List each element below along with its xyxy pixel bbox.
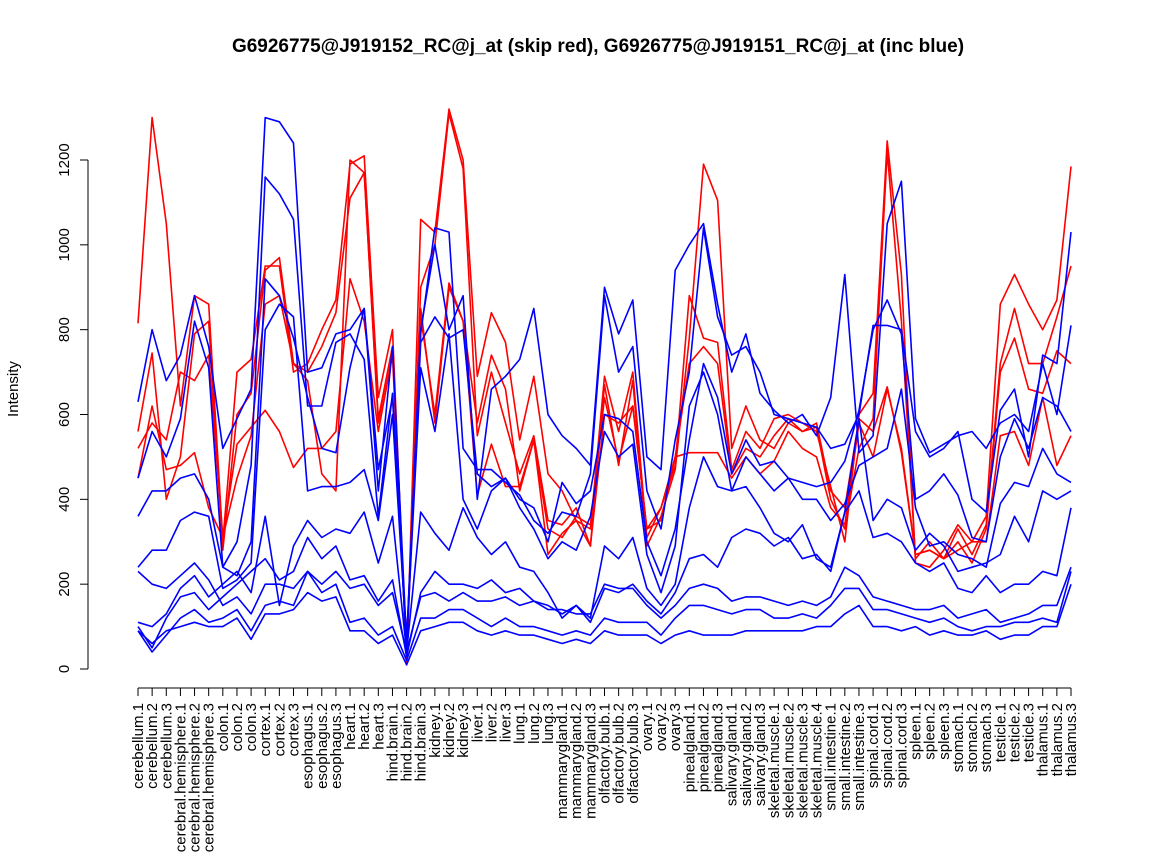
- chart-title: G6926775@J919152_RC@j_at (skip red), G69…: [232, 36, 964, 57]
- x-tick-label: spinal.cord.2: [879, 703, 896, 788]
- x-tick-label: ovary.2: [653, 703, 670, 751]
- x-tick-label: salivary.gland.3: [752, 703, 769, 806]
- x-tick-label: salivary.gland.2: [738, 703, 755, 806]
- series-line-inc-10: [137, 490, 1072, 658]
- series-line-inc-5: [137, 116, 1072, 645]
- x-tick-label: pinealgland.1: [681, 703, 698, 792]
- x-tick-label: liver.1: [469, 703, 486, 742]
- x-tick-label: skeletal.muscle.2: [780, 703, 797, 818]
- y-tick-label: 600: [56, 402, 73, 427]
- x-tick-label: small.intestine.2: [837, 703, 854, 811]
- x-tick-label: small.intestine.1: [823, 703, 840, 811]
- x-tick-label: cerebellum.1: [130, 703, 147, 789]
- x-tick-label: cortex.2: [271, 703, 288, 756]
- x-tick-label: stomach.1: [950, 703, 967, 772]
- x-tick-label: colon.1: [215, 703, 232, 751]
- series-layer: [137, 108, 1072, 666]
- x-tick-label: thalamus.3: [1063, 703, 1080, 776]
- series-line-inc-12: [137, 570, 1072, 662]
- x-tick-label: skeletal.muscle.4: [809, 703, 826, 818]
- x-tick-label: mammarygland.3: [582, 703, 599, 819]
- x-tick-label: heart.3: [370, 703, 387, 750]
- x-tick-label: stomach.3: [978, 703, 995, 772]
- x-tick-label: testicle.2: [1006, 703, 1023, 762]
- x-tick-label: cerebral.hemisphere.2: [187, 703, 204, 852]
- series-line-inc-8: [137, 303, 1072, 645]
- x-tick-label: skeletal.muscle.1: [766, 703, 783, 818]
- x-tick-label: lung.3: [540, 703, 557, 744]
- x-tick-label: esophagus.2: [314, 703, 331, 789]
- series-line-inc-11: [137, 562, 1072, 653]
- x-tick-label: olfactory.bulb.3: [625, 703, 642, 804]
- x-axis: cerebellum.1cerebellum.2cerebellum.3cere…: [130, 687, 1080, 852]
- x-tick-label: pinealgland.3: [710, 703, 727, 792]
- x-tick-label: mammarygland.1: [554, 703, 571, 819]
- x-tick-label: spinal.cord.1: [865, 703, 882, 788]
- x-tick-label: thalamus.1: [1035, 703, 1052, 776]
- y-tick-label: 1200: [56, 143, 73, 176]
- x-tick-label: hind.brain.1: [384, 703, 401, 781]
- x-tick-label: ovary.3: [667, 703, 684, 751]
- x-tick-label: heart.1: [342, 703, 359, 750]
- x-tick-label: olfactory.bulb.2: [611, 703, 628, 804]
- x-tick-label: stomach.2: [964, 703, 981, 772]
- x-tick-label: liver.3: [498, 703, 515, 742]
- x-tick-label: cortex.3: [286, 703, 303, 756]
- x-tick-label: cortex.1: [257, 703, 274, 756]
- x-tick-label: cerebellum.3: [158, 703, 175, 789]
- x-tick-label: skeletal.muscle.3: [794, 703, 811, 818]
- series-line-skip-2: [137, 112, 1072, 658]
- series-line-skip-3: [137, 277, 1072, 662]
- series-line-inc-9: [137, 417, 1072, 653]
- y-tick-label: 1000: [56, 228, 73, 261]
- y-axis-label: Intensity: [5, 361, 22, 417]
- x-tick-label: colon.3: [243, 703, 260, 751]
- x-tick-label: kidney.2: [441, 703, 458, 758]
- x-tick-label: spleen.3: [936, 703, 953, 760]
- x-tick-label: spleen.1: [908, 703, 925, 760]
- x-tick-label: salivary.gland.1: [724, 703, 741, 806]
- x-tick-label: hind.brain.3: [413, 703, 430, 781]
- x-tick-label: cerebellum.2: [144, 703, 161, 789]
- x-tick-label: pinealgland.2: [695, 703, 712, 792]
- x-tick-label: mammarygland.2: [568, 703, 585, 819]
- x-tick-label: spleen.2: [922, 703, 939, 760]
- x-tick-label: esophagus.3: [328, 703, 345, 789]
- x-tick-label: cerebral.hemisphere.1: [172, 703, 189, 852]
- x-tick-label: thalamus.2: [1049, 703, 1066, 776]
- series-line-inc-13: [137, 583, 1072, 666]
- x-tick-label: kidney.3: [455, 703, 472, 758]
- x-tick-label: lung.2: [526, 703, 543, 744]
- series-line-inc-7: [137, 277, 1072, 641]
- x-tick-label: olfactory.bulb.1: [597, 703, 614, 804]
- y-tick-label: 400: [56, 487, 73, 512]
- x-tick-label: liver.2: [483, 703, 500, 742]
- y-tick-label: 0: [56, 665, 73, 673]
- x-tick-label: lung.1: [512, 703, 529, 744]
- x-tick-label: cerebral.hemisphere.3: [201, 703, 218, 852]
- x-tick-label: esophagus.1: [300, 703, 317, 789]
- x-tick-label: small.intestine.3: [851, 703, 868, 811]
- x-tick-label: testicle.3: [1021, 703, 1038, 762]
- x-tick-label: spinal.cord.3: [893, 703, 910, 788]
- series-line-inc-6: [137, 176, 1072, 649]
- y-tick-label: 800: [56, 317, 73, 342]
- x-tick-label: testicle.1: [992, 703, 1009, 762]
- x-tick-label: colon.2: [229, 703, 246, 751]
- y-tick-label: 200: [56, 572, 73, 597]
- x-tick-label: hind.brain.2: [399, 703, 416, 781]
- x-tick-label: heart.2: [356, 703, 373, 750]
- y-axis: 0 200 400 600 800 1000 1200: [56, 143, 89, 673]
- x-tick-label: kidney.1: [427, 703, 444, 758]
- x-tick-label: ovary.1: [639, 703, 656, 751]
